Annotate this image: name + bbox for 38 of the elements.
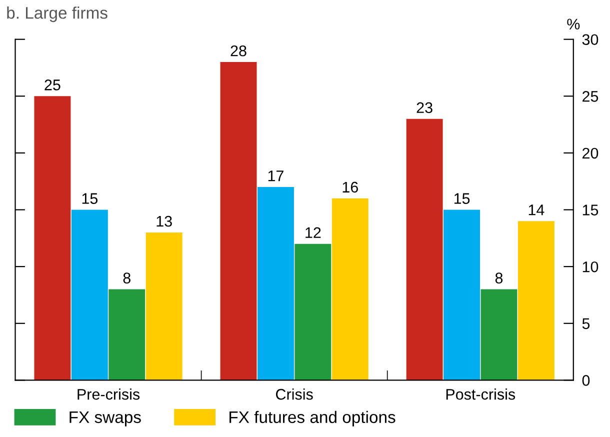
y-tick-label: 10: [582, 261, 598, 272]
bar: [480, 289, 518, 380]
bar: [294, 244, 332, 380]
data-label: 25: [44, 80, 60, 90]
data-label: 12: [306, 227, 321, 238]
bar: [257, 187, 294, 380]
bar: [444, 210, 480, 380]
data-label: 23: [416, 102, 432, 114]
data-label: 16: [342, 182, 358, 193]
data-label: 8: [123, 272, 130, 284]
y-tick-label: 30: [582, 34, 598, 46]
data-label: 8: [495, 272, 503, 284]
legend-label: FX swaps: [70, 411, 141, 426]
y-tick-label: 20: [582, 148, 598, 159]
data-label: 28: [230, 45, 246, 56]
x-tick-label: Pre-crisis: [78, 388, 140, 400]
chart-title: b. Large firms: [7, 6, 108, 22]
data-label: 15: [454, 193, 470, 204]
bar: [406, 118, 443, 380]
y-axis-title: %: [567, 18, 580, 30]
legend-label: FX futures and options: [230, 410, 396, 426]
y-tick-label: 5: [582, 318, 590, 330]
data-label: 17: [268, 170, 284, 182]
y-tick-label: 15: [582, 204, 598, 216]
bar: [71, 210, 108, 380]
x-tick-label: Crisis: [276, 388, 313, 400]
bar: [34, 96, 71, 380]
bar: [518, 221, 554, 380]
data-label: 13: [156, 216, 172, 227]
bar: [332, 198, 368, 380]
x-tick-label: Post-crisis: [446, 388, 516, 400]
data-label: 15: [82, 193, 98, 204]
data-label: 14: [528, 204, 544, 216]
bar: [220, 62, 257, 380]
y-tick-label: 0: [582, 375, 590, 386]
y-tick-label: 25: [582, 91, 598, 102]
bar: [108, 289, 146, 380]
bar: [146, 232, 182, 380]
